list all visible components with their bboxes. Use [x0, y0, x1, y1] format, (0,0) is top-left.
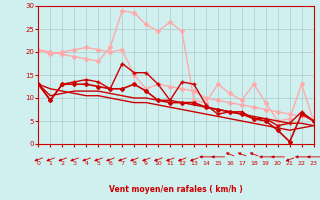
X-axis label: Vent moyen/en rafales ( km/h ): Vent moyen/en rafales ( km/h ) [109, 185, 243, 194]
